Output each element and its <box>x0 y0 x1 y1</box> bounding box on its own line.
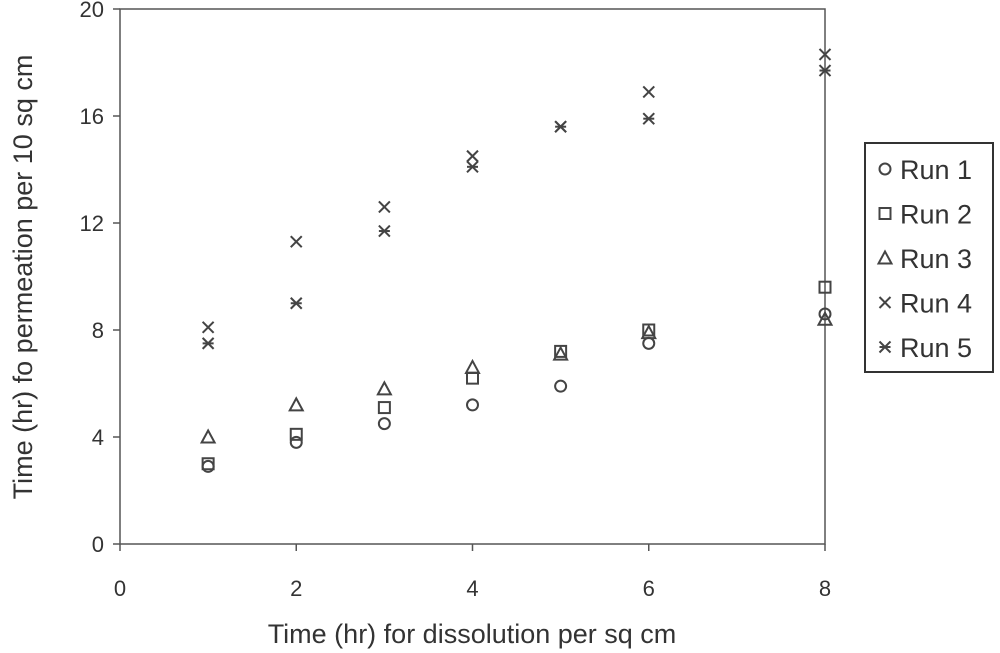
data-point-run-2 <box>377 401 391 415</box>
data-point-run-3 <box>552 345 569 361</box>
data-point-run-2 <box>818 280 832 294</box>
data-point-run-1 <box>554 379 568 393</box>
legend-box <box>864 142 994 373</box>
x-tick-label: 8 <box>819 576 831 601</box>
data-point-run-3 <box>816 310 834 326</box>
x-tick-label: 0 <box>114 576 126 601</box>
data-point-run-3 <box>376 380 393 396</box>
legend-marker-run-4 <box>878 296 892 309</box>
data-point-run-5 <box>201 337 215 350</box>
data-point-run-4 <box>642 85 655 99</box>
y-tick-label: 16 <box>80 104 104 129</box>
legend-label-run-3: Run 3 <box>900 244 972 274</box>
legend-marker-run-3 <box>876 249 894 265</box>
data-point-run-5 <box>378 224 391 238</box>
data-point-run-2 <box>201 457 215 471</box>
x-tick-label: 4 <box>466 576 478 601</box>
data-point-run-5 <box>290 297 303 310</box>
x-tick-label: 6 <box>643 576 655 601</box>
y-tick-label: 8 <box>92 318 104 343</box>
data-point-run-5 <box>466 160 479 174</box>
data-point-run-1 <box>377 417 391 431</box>
plot-area <box>119 8 826 545</box>
x-axis-label: Time (hr) for dissolution per sq cm <box>268 619 677 649</box>
legend-label-run-2: Run 2 <box>900 200 972 230</box>
legend-marker-run-2 <box>878 207 892 220</box>
x-tick-label: 2 <box>290 576 302 601</box>
data-point-run-3 <box>288 396 305 412</box>
y-tick-label: 12 <box>80 211 104 236</box>
legend-marker-run-1 <box>878 162 892 176</box>
y-tick-label: 4 <box>92 425 104 450</box>
data-point-run-2 <box>289 427 303 441</box>
y-tick-label: 20 <box>80 0 104 22</box>
data-point-run-4 <box>290 235 303 248</box>
data-point-run-3 <box>199 428 217 444</box>
data-point-run-5 <box>818 64 832 77</box>
legend-label-run-1: Run 1 <box>900 155 972 185</box>
legend-label-run-5: Run 5 <box>900 333 972 363</box>
data-point-run-5 <box>554 120 567 133</box>
data-point-run-4 <box>818 48 832 61</box>
data-point-run-1 <box>466 398 479 412</box>
legend-marker-run-5 <box>878 340 892 354</box>
data-point-run-3 <box>640 324 657 340</box>
data-markers <box>199 48 834 473</box>
data-point-run-1 <box>289 435 303 449</box>
y-tick-label: 0 <box>92 532 104 557</box>
plot-frame <box>119 8 826 545</box>
axes: 0 2 4 6 8 0 4 8 12 16 20 <box>80 0 832 601</box>
legend: Run 1 Run 2 Run 3 Run 4 Run 5 <box>864 142 994 373</box>
data-point-run-1 <box>818 307 832 321</box>
data-point-run-4 <box>201 321 215 334</box>
y-axis-label: Time (hr) fo permeation per 10 sq cm <box>8 55 38 500</box>
legend-label-run-4: Run 4 <box>900 289 972 319</box>
data-point-run-5 <box>642 112 655 125</box>
data-point-run-4 <box>378 200 391 214</box>
data-point-run-3 <box>464 358 481 374</box>
data-point-run-4 <box>466 149 479 163</box>
